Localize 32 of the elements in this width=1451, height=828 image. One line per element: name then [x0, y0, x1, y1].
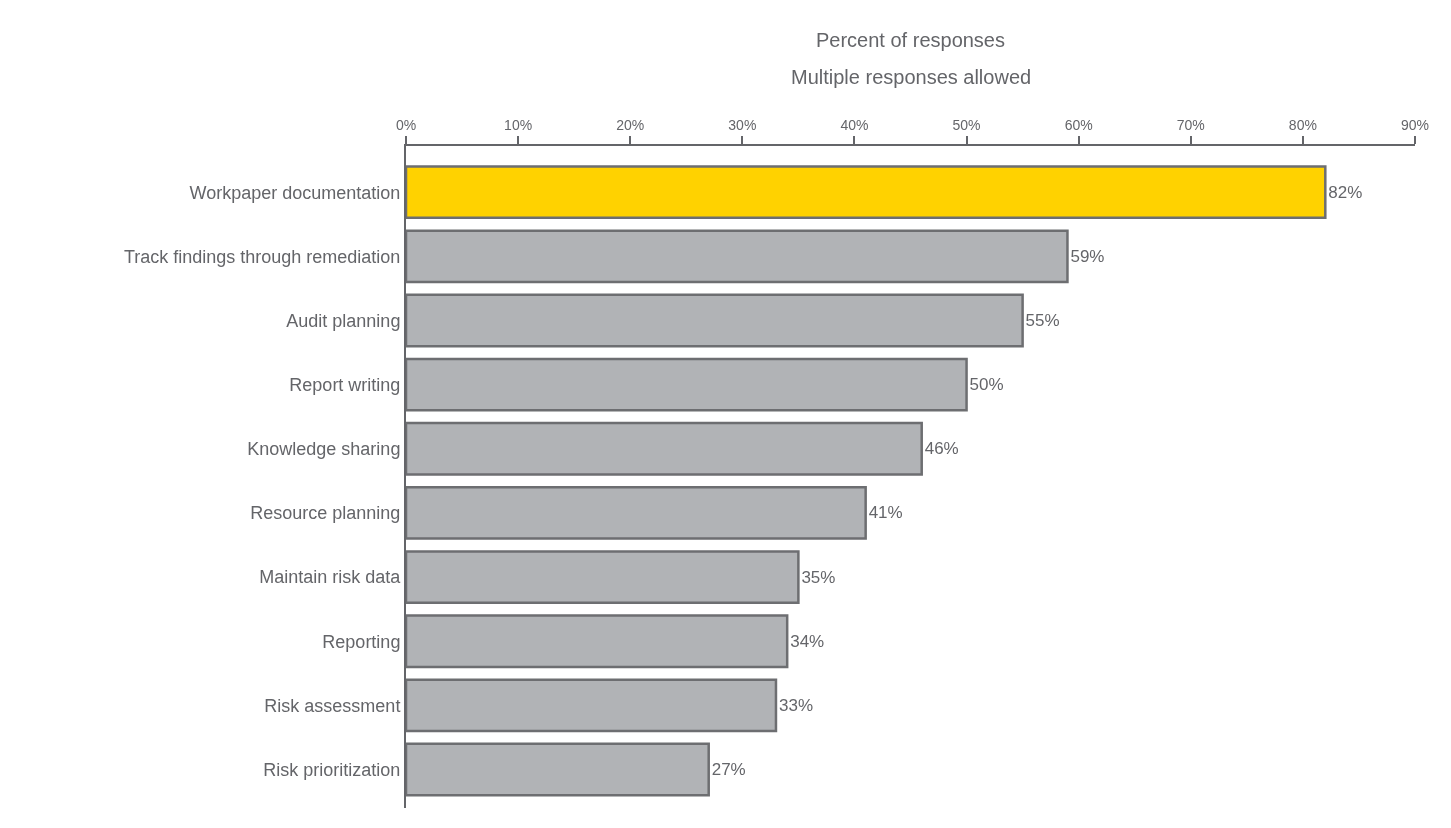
data-label: 33% — [778, 695, 813, 715]
y-tick-label: Risk assessment — [264, 695, 401, 716]
y-tick-label: Resource planning — [250, 503, 401, 524]
y-tick-label: Reporting — [322, 631, 401, 652]
y-tick-label: Maintain risk data — [259, 567, 402, 588]
chart-subtitle: Multiple responses allowed — [791, 66, 1032, 88]
x-tick-label: 30% — [728, 117, 757, 134]
data-label: 50% — [969, 375, 1004, 395]
y-tick-label: Risk prioritization — [263, 759, 401, 780]
x-tick-label: 80% — [1288, 117, 1317, 134]
data-label: 82% — [1328, 182, 1363, 202]
data-label: 41% — [868, 503, 903, 523]
x-tick-label: 70% — [1176, 117, 1205, 134]
y-tick-label: Knowledge sharing — [247, 439, 401, 460]
x-tick-label: 20% — [616, 117, 645, 134]
y-tick-label: Audit planning — [286, 310, 401, 331]
data-label: 27% — [711, 760, 746, 780]
data-label: 55% — [1025, 310, 1060, 330]
data-label: 59% — [1070, 246, 1105, 266]
y-tick-label: Track findings through remediation — [123, 246, 401, 267]
x-tick-label: 90% — [1400, 117, 1430, 134]
data-label: 34% — [790, 631, 825, 651]
x-tick-label: 0% — [395, 117, 417, 134]
x-tick-label: 60% — [1064, 117, 1093, 134]
y-tick-label: Report writing — [289, 374, 401, 395]
y-tick-label: Workpaper documentation — [189, 182, 401, 203]
x-tick-label: 10% — [504, 117, 533, 134]
data-label: 46% — [924, 439, 959, 459]
x-tick-label: 40% — [840, 117, 869, 134]
data-label: 35% — [801, 567, 836, 587]
x-tick-label: 50% — [952, 117, 981, 134]
chart-title: Percent of responses — [816, 29, 1005, 51]
